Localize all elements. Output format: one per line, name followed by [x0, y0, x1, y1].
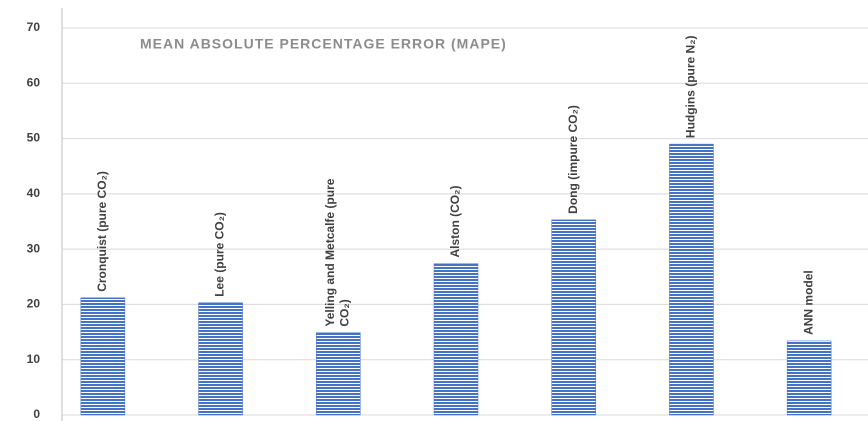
- y-tick-label: 10: [27, 352, 41, 366]
- bar: [551, 219, 596, 416]
- y-tick-label: 50: [27, 131, 41, 145]
- bar: [433, 263, 479, 416]
- bar: [316, 332, 361, 416]
- bar: [786, 340, 832, 416]
- category-label: Cronquist (pure CO₂): [95, 171, 109, 292]
- chart-title: MEAN ABSOLUTE PERCENTAGE ERROR (MAPE): [140, 36, 507, 52]
- category-label: Alston (CO₂): [448, 186, 462, 258]
- y-tick-label: 0: [33, 407, 40, 421]
- bar: [669, 143, 714, 416]
- category-label: Hudgins (pure N₂): [684, 35, 698, 138]
- category-label: Yelling and Metcalfe (pureCO₂): [323, 178, 351, 326]
- y-tick-label: 40: [27, 186, 41, 200]
- category-label: ANN model: [801, 270, 815, 335]
- y-tick-label: 60: [27, 75, 41, 89]
- bar: [80, 297, 126, 416]
- y-tick-label: 20: [27, 297, 41, 311]
- y-tick-label: 70: [27, 20, 41, 34]
- y-tick-label: 30: [27, 241, 41, 255]
- category-label: Lee (pure CO₂): [213, 212, 227, 297]
- category-label: Dong (impure CO₂): [566, 105, 580, 214]
- bar: [198, 302, 243, 416]
